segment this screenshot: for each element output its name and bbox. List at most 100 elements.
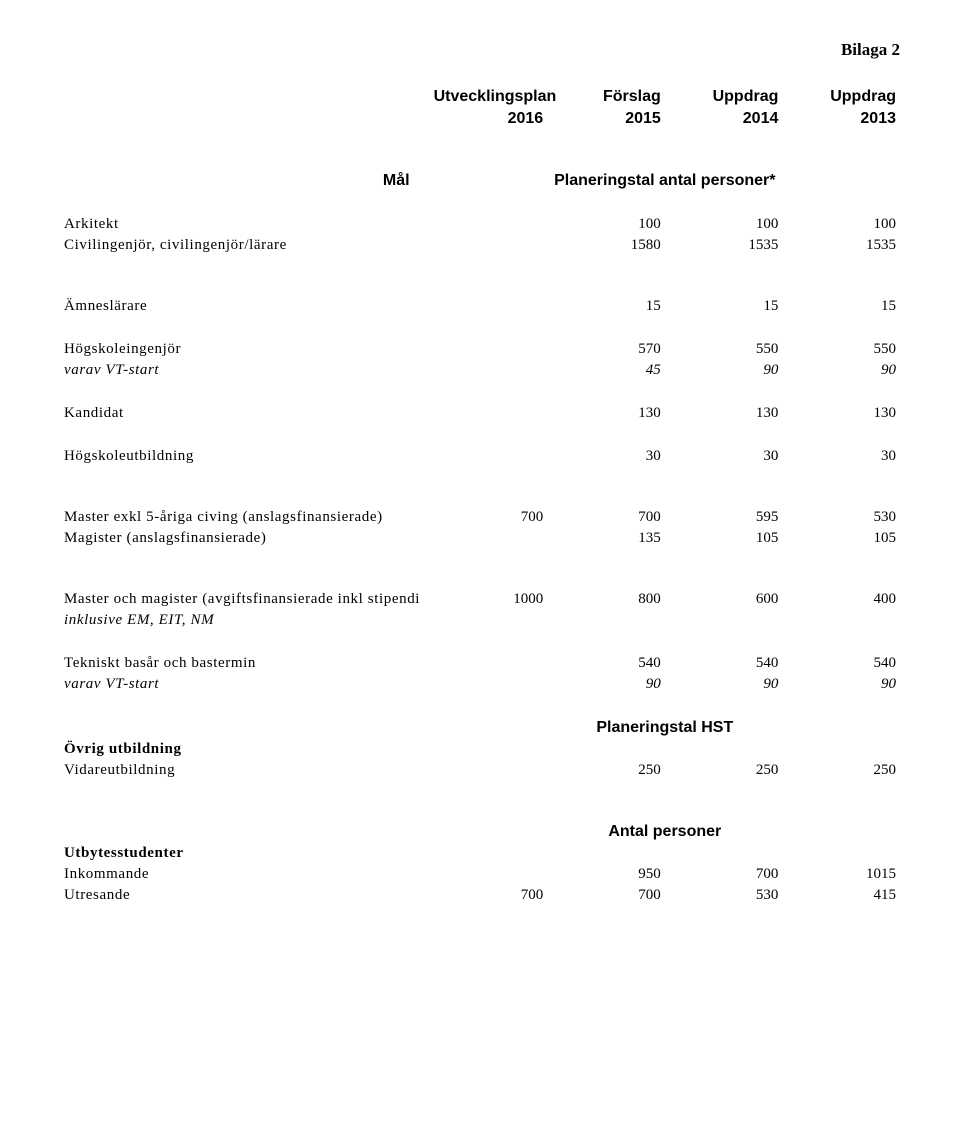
label-civilingenjor: Civilingenjör, civilingenjör/lärare — [60, 235, 430, 256]
label-hogskoleutbildning: Högskoleutbildning — [60, 446, 430, 467]
label-ovrig: Övrig utbildning — [60, 739, 430, 760]
val-ink-2013: 1015 — [782, 864, 900, 885]
label-arkitekt: Arkitekt — [60, 214, 430, 235]
val-civing-2014: 1535 — [665, 235, 783, 256]
hdr-2014: 2014 — [665, 108, 783, 130]
val-mag-2014: 105 — [665, 528, 783, 549]
val-hutb-2015: 30 — [547, 446, 665, 467]
mal-label: Mål — [60, 170, 430, 192]
row-tekniskt-basar: Tekniskt basår och bastermin 540 540 540 — [60, 653, 900, 674]
label-inklusive: inklusive EM, EIT, NM — [60, 610, 430, 631]
val-mavg-2014: 600 — [665, 589, 783, 610]
row-vidareutbildning: Vidareutbildning 250 250 250 — [60, 760, 900, 781]
label-utresande: Utresande — [60, 885, 430, 906]
section-row-planeringstal-personer: Mål Planeringstal antal personer* — [60, 170, 900, 192]
val-utr-2015: 700 — [547, 885, 665, 906]
page-title: Bilaga 2 — [60, 40, 900, 60]
val-mag-2015: 135 — [547, 528, 665, 549]
row-civilingenjor: Civilingenjör, civilingenjör/lärare 1580… — [60, 235, 900, 256]
val-hutb-2014: 30 — [665, 446, 783, 467]
hdr-forslag: Förslag — [547, 86, 665, 108]
row-inklusive: inklusive EM, EIT, NM — [60, 610, 900, 631]
val-mavg-2015: 800 — [547, 589, 665, 610]
row-amneslarare: Ämneslärare 15 15 15 — [60, 296, 900, 317]
label-utbytes: Utbytesstudenter — [60, 843, 430, 864]
val-vid-2015: 250 — [547, 760, 665, 781]
val-kand-2013: 130 — [782, 403, 900, 424]
row-hogskoleutbildning: Högskoleutbildning 30 30 30 — [60, 446, 900, 467]
label-master-avgift: Master och magister (avgiftsfinansierade… — [60, 589, 430, 610]
hdr-utvecklingsplan: Utvecklingsplan — [430, 86, 548, 108]
val-civing-2013: 1535 — [782, 235, 900, 256]
val-kand-2015: 130 — [547, 403, 665, 424]
row-master-5ariga: Master exkl 5-åriga civing (anslagsfinan… — [60, 507, 900, 528]
val-ink-2014: 700 — [665, 864, 783, 885]
val-ink-2015: 950 — [547, 864, 665, 885]
hdr-uppdrag-2014: Uppdrag — [665, 86, 783, 108]
label-amneslarare: Ämneslärare — [60, 296, 430, 317]
val-utr-2016: 700 — [430, 885, 548, 906]
val-hoging-2013: 550 — [782, 339, 900, 360]
row-ovrig-utbildning: Övrig utbildning — [60, 739, 900, 760]
val-hoging-2014: 550 — [665, 339, 783, 360]
val-kand-2014: 130 — [665, 403, 783, 424]
row-master-avgift: Master och magister (avgiftsfinansierade… — [60, 589, 900, 610]
val-arkitekt-2013: 100 — [782, 214, 900, 235]
val-vt2-2015: 90 — [547, 674, 665, 695]
val-arkitekt-2015: 100 — [547, 214, 665, 235]
section-title-3: Antal personer — [430, 821, 900, 843]
row-utresande: Utresande 700 700 530 415 — [60, 885, 900, 906]
label-tekniskt: Tekniskt basår och bastermin — [60, 653, 430, 674]
hdr-2015: 2015 — [547, 108, 665, 130]
header-row-1: Utvecklingsplan Förslag Uppdrag Uppdrag — [60, 86, 900, 108]
val-utr-2013: 415 — [782, 885, 900, 906]
val-mavg-2016: 1000 — [430, 589, 548, 610]
row-vtstart-2: varav VT-start 90 90 90 — [60, 674, 900, 695]
val-amnes-2015: 15 — [547, 296, 665, 317]
val-amnes-2014: 15 — [665, 296, 783, 317]
val-tek-2013: 540 — [782, 653, 900, 674]
label-kandidat: Kandidat — [60, 403, 430, 424]
val-vt1-2013: 90 — [782, 360, 900, 381]
val-mag-2013: 105 — [782, 528, 900, 549]
row-hogskoleingenjor: Högskoleingenjör 570 550 550 — [60, 339, 900, 360]
val-civing-2015: 1580 — [547, 235, 665, 256]
val-vt2-2014: 90 — [665, 674, 783, 695]
val-vt2-2013: 90 — [782, 674, 900, 695]
label-vtstart1: varav VT-start — [60, 360, 430, 381]
val-mavg-2013: 400 — [782, 589, 900, 610]
hdr-2013: 2013 — [782, 108, 900, 130]
val-master5-2013: 530 — [782, 507, 900, 528]
label-hogskoleingenjor: Högskoleingenjör — [60, 339, 430, 360]
val-tek-2015: 540 — [547, 653, 665, 674]
val-hutb-2013: 30 — [782, 446, 900, 467]
val-master5-2014: 595 — [665, 507, 783, 528]
val-vid-2013: 250 — [782, 760, 900, 781]
label-master5: Master exkl 5-åriga civing (anslagsfinan… — [60, 507, 430, 528]
section-row-antal-personer: Antal personer — [60, 821, 900, 843]
row-utbytesstudenter: Utbytesstudenter — [60, 843, 900, 864]
section-title-1: Planeringstal antal personer* — [430, 170, 900, 192]
val-hoging-2015: 570 — [547, 339, 665, 360]
val-arkitekt-2014: 100 — [665, 214, 783, 235]
section-row-planeringstal-hst: Planeringstal HST — [60, 717, 900, 739]
val-amnes-2013: 15 — [782, 296, 900, 317]
val-utr-2014: 530 — [665, 885, 783, 906]
val-tek-2014: 540 — [665, 653, 783, 674]
label-vidare: Vidareutbildning — [60, 760, 430, 781]
hdr-2016: 2016 — [430, 108, 548, 130]
row-magister: Magister (anslagsfinansierade) 135 105 1… — [60, 528, 900, 549]
header-row-2: 2016 2015 2014 2013 — [60, 108, 900, 130]
label-vtstart2: varav VT-start — [60, 674, 430, 695]
label-magister: Magister (anslagsfinansierade) — [60, 528, 430, 549]
row-inkommande: Inkommande 950 700 1015 — [60, 864, 900, 885]
val-vt1-2015: 45 — [547, 360, 665, 381]
hdr-uppdrag-2013: Uppdrag — [782, 86, 900, 108]
val-master5-2016: 700 — [430, 507, 548, 528]
val-vid-2014: 250 — [665, 760, 783, 781]
val-master5-2015: 700 — [547, 507, 665, 528]
section-title-2: Planeringstal HST — [430, 717, 900, 739]
label-inkommande: Inkommande — [60, 864, 430, 885]
val-vt1-2014: 90 — [665, 360, 783, 381]
row-kandidat: Kandidat 130 130 130 — [60, 403, 900, 424]
